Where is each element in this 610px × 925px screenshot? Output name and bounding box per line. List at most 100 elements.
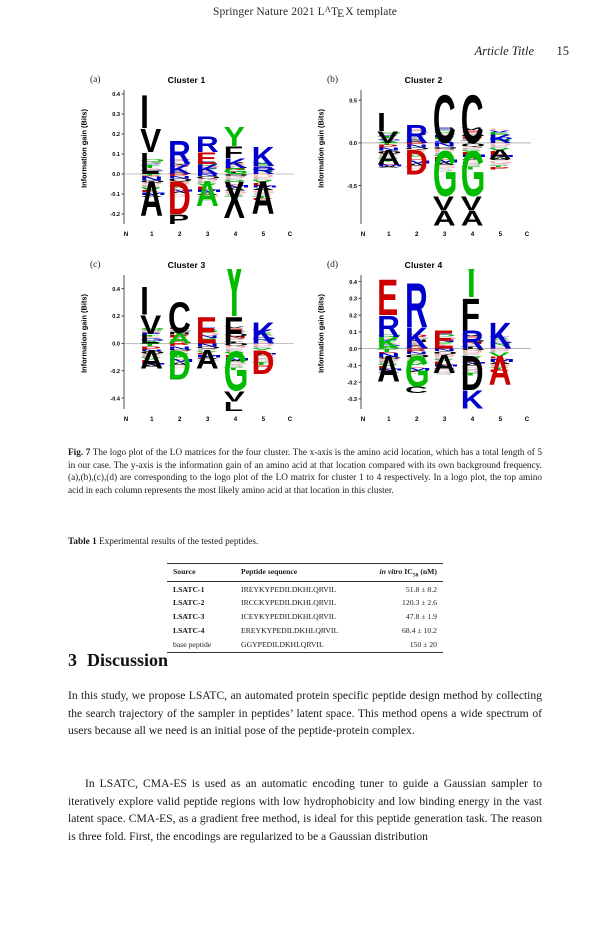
svg-text:V: V [461,192,482,215]
svg-text:D: D [489,134,512,137]
svg-text:V: V [140,357,161,360]
svg-text:N: N [124,231,129,238]
svg-text:P: P [196,168,217,170]
svg-text:D: D [461,349,484,354]
svg-text:4: 4 [234,231,238,238]
svg-text:P: P [489,369,510,373]
svg-text:N: N [377,147,400,152]
cell-ic50: 51.8 ± 8.2 [405,584,437,594]
svg-text:S: S [252,193,273,197]
svg-text:A: A [461,157,484,161]
svg-text:T: T [405,135,425,140]
svg-text:G: G [224,190,249,194]
svg-text:T: T [140,335,160,337]
svg-text:F: F [224,310,243,352]
cell-ic50: 68.4 ± 10.2 [402,625,437,635]
svg-text:D: D [405,144,428,183]
svg-text:V: V [461,127,482,131]
svg-text:L: L [433,360,453,365]
table-row: LSATC-4 EREYKYPEDILDKHLQRVIL 68.4 ± 10.2 [167,623,443,637]
svg-text:D: D [168,328,191,330]
svg-text:T: T [140,164,160,169]
svg-text:V: V [433,360,454,362]
cell-source: LSATC-3 [173,612,205,622]
svg-text:3: 3 [443,231,447,238]
svg-text:V: V [433,155,454,157]
svg-text:Q: Q [140,180,165,183]
svg-text:T: T [196,340,216,343]
svg-text:E: E [489,338,510,341]
section-number: 3 [68,650,77,670]
svg-text:N: N [196,334,219,339]
svg-text:0.2: 0.2 [112,132,120,138]
svg-text:V: V [252,347,273,350]
svg-text:D: D [461,346,484,401]
svg-text:T: T [461,165,481,170]
svg-text:0.0: 0.0 [112,342,120,348]
svg-text:P: P [433,137,454,140]
svg-text:N: N [405,351,428,355]
running-head-suffix: template [353,6,398,18]
svg-text:Q: Q [196,176,221,180]
svg-text:A: A [140,340,163,344]
svg-text:E: E [196,161,217,163]
svg-text:L: L [489,334,509,338]
svg-text:M: M [461,362,487,364]
svg-text:K: K [168,162,191,177]
svg-text:D: D [224,330,247,334]
svg-text:E: E [433,333,454,335]
svg-text:P: P [377,134,398,136]
svg-text:C: C [433,84,456,158]
svg-text:P: P [140,332,161,336]
svg-text:A: A [405,163,428,168]
svg-text:4: 4 [471,416,475,423]
svg-text:L: L [489,150,509,156]
svg-text:D: D [489,348,512,351]
svg-text:E: E [377,154,398,158]
svg-text:D: D [405,149,428,152]
cell-source: LSATC-2 [173,598,205,608]
svg-text:E: E [196,181,217,184]
svg-text:N: N [168,163,191,166]
cell-source: base peptide [167,637,242,653]
svg-text:M: M [461,154,487,158]
svg-text:Q: Q [140,158,165,162]
cell-sequence: IRCCKYPEDILDKHLQRVIL [241,598,337,608]
svg-text:Q: Q [461,340,486,343]
svg-text:V: V [461,334,482,336]
svg-text:S: S [377,138,398,140]
cell-sequence: ICEYKYPEDILDKHLQRVIL [241,612,337,622]
svg-text:Q: Q [224,174,249,177]
svg-text:N: N [140,330,163,334]
cell-source: LSATC-1 [173,584,205,594]
figure-caption-label: Fig. 7 [68,448,91,458]
svg-text:D: D [377,358,400,362]
table-caption-text: Experimental results of the tested pepti… [99,537,259,547]
svg-text:E: E [168,184,189,187]
svg-text:-0.2: -0.2 [110,212,120,218]
svg-text:I: I [377,108,386,137]
logo-plot-panel-b: (b) Cluster 2 Information gain (Bits) 0.… [305,70,542,254]
svg-text:P: P [489,345,510,349]
svg-text:D: D [224,165,247,168]
svg-text:N: N [489,139,512,142]
svg-text:0.0: 0.0 [349,141,357,147]
svg-text:T: T [461,346,481,349]
svg-text:A: A [489,147,512,163]
cell-ic50: 150 ± 20 [368,637,443,653]
svg-text:T: T [252,361,272,366]
cell-ic50: 120.3 ± 2.6 [402,598,437,608]
cell-sequence: GGYPEDILDKHLQRVIL [241,637,369,653]
svg-text:V: V [252,179,273,184]
svg-text:V: V [224,179,245,182]
svg-text:D: D [252,343,275,347]
svg-text:-0.4: -0.4 [110,396,121,402]
logo-chart-b: 0.50.0-0.5AGSTPNQTPNQDEVLMAGSTPNQDPNQDEV… [347,84,531,238]
svg-text:T: T [377,136,397,139]
svg-text:Q: Q [489,342,514,344]
y-axis-label-b: Information gain (Bits) [316,109,326,188]
svg-text:N: N [224,335,247,339]
table-row: LSATC-1 IREYKYPEDILDKHLQRVIL 51.8 ± 8.2 [167,582,443,596]
svg-text:R: R [196,132,219,157]
svg-text:Q: Q [433,146,458,149]
